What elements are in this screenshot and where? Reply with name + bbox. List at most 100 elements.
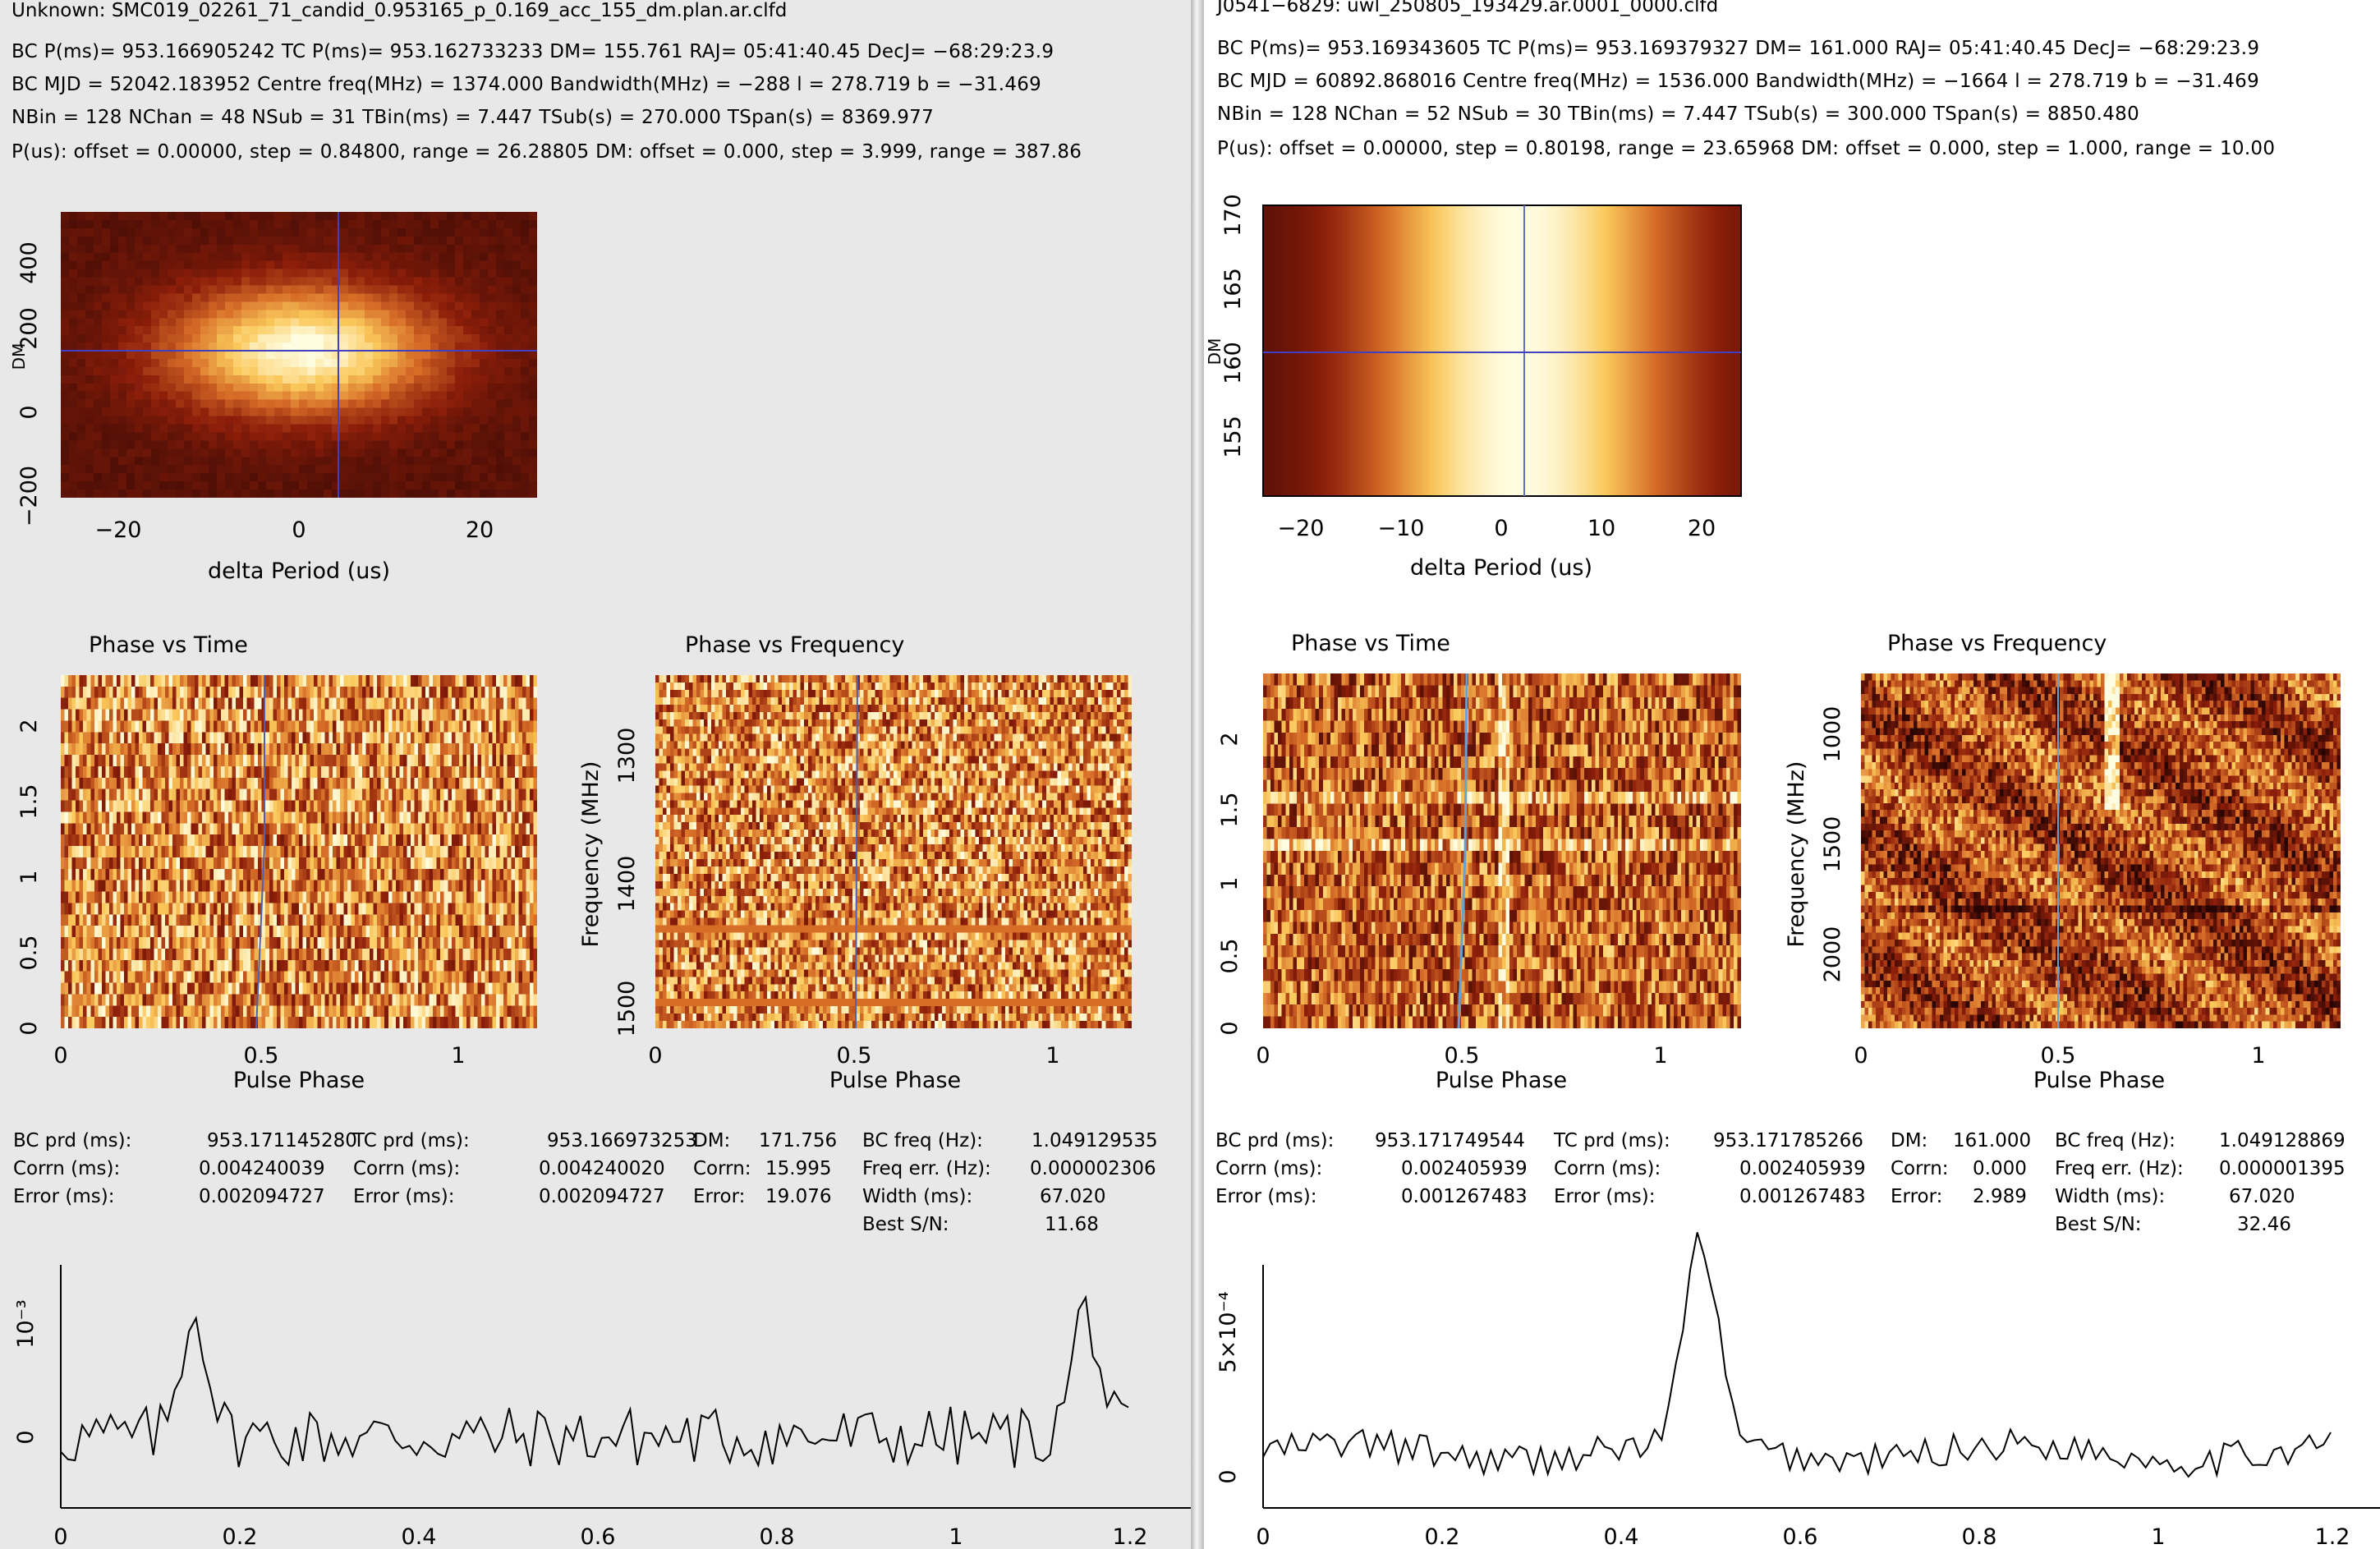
dm-heatmap [61, 212, 537, 498]
ytick: 0 [16, 1021, 42, 1035]
tc-prd-value: 953.171785266 [1713, 1130, 1863, 1151]
xtick: 1.2 [2315, 1524, 2350, 1549]
bc-prd-label: BC prd (ms): [13, 1130, 132, 1151]
xtick: 0.5 [1445, 1043, 1480, 1069]
xtick: 1 [451, 1043, 465, 1069]
width-label: Width (ms): [862, 1186, 973, 1207]
ytick: 5×10⁻⁴ [1215, 1291, 1241, 1372]
bc-freq-value: 1.049128869 [2219, 1130, 2346, 1151]
pulse-profile-plot: 10⁻³ 0 0 0.2 0.4 0.6 0.8 1 1.2 [13, 1265, 1191, 1549]
ytick: 0.5 [16, 935, 42, 971]
ytick: 155 [1220, 416, 1246, 458]
ytick: 1400 [614, 856, 640, 912]
ytick: 200 [16, 307, 42, 350]
error-label: Error (ms): [13, 1186, 115, 1207]
header-line-2: BC MJD = 60892.868016 Centre freq(MHz) =… [1217, 71, 2260, 92]
crosshair-v [1457, 673, 1468, 1029]
header-line-1: BC P(ms)= 953.169343605 TC P(ms)= 953.16… [1217, 38, 2260, 59]
header-line-3: NBin = 128 NChan = 48 NSub = 31 TBin(ms)… [11, 107, 935, 128]
ytick: 1.5 [16, 784, 42, 820]
dm-error-value: 19.076 [765, 1186, 832, 1207]
header-line-3: NBin = 128 NChan = 52 NSub = 30 TBin(ms)… [1217, 103, 2140, 125]
xtick: 0 [53, 1524, 67, 1549]
right-window: J0541−6829: uwl_250805_193429.ar.0001_00… [1204, 0, 2380, 1549]
time-heatmap [61, 675, 537, 1028]
time-heatmap [1263, 673, 1741, 1028]
y-axis-label: DM [9, 343, 29, 370]
sn-label: Best S/N: [2055, 1214, 2142, 1235]
xtick: 0.8 [1962, 1524, 1997, 1549]
pulse-profile-plot: 5×10⁻⁴ 0 0 0.2 0.4 0.6 0.8 1 1.2 [1215, 1232, 2380, 1549]
xtick: 0.8 [760, 1524, 795, 1549]
plot-title: Phase vs Time [89, 632, 248, 658]
freq-err-label: Freq err. (Hz): [2055, 1158, 2184, 1179]
x-axis-label: Pulse Phase [2033, 1068, 2165, 1093]
x-axis-label: Pulse Phase [829, 1068, 961, 1093]
header-line-1: BC P(ms)= 953.166905242 TC P(ms)= 953.16… [11, 41, 1054, 62]
xtick: 0.5 [244, 1043, 279, 1069]
stats-table: BC prd (ms): 953.171749544 TC prd (ms): … [1215, 1130, 2377, 1245]
xtick: 0.2 [1425, 1524, 1460, 1549]
tc-corrn-label: Corrn (ms): [1554, 1158, 1661, 1179]
window-divider[interactable] [1191, 0, 1204, 1549]
phase-time-plot: Phase vs Time 0 0.5 1 Pulse Phase 0 0.5 … [16, 632, 537, 1093]
ytick: 0 [1215, 1469, 1241, 1483]
xtick: 1 [1653, 1043, 1667, 1069]
left-window: Unknown: SMC019_02261_71_candid_0.953165… [0, 0, 1191, 1549]
dm-label: DM: [1891, 1130, 1928, 1151]
phase-freq-plot: Phase vs Frequency 0 0.5 1 Pulse Phase 1… [1784, 631, 2341, 1093]
xtick: 0.4 [1604, 1524, 1639, 1549]
window-title: Unknown: SMC019_02261_71_candid_0.953165… [11, 0, 788, 21]
crosshair-v [855, 674, 858, 1029]
tc-error-label: Error (ms): [353, 1186, 455, 1207]
header-line-4: P(us): offset = 0.00000, step = 0.80198,… [1217, 138, 2276, 159]
left-plots: −20 0 20 delta Period (us) −200 0 200 40… [9, 212, 1191, 1549]
xtick: 0 [648, 1043, 662, 1069]
freq-heatmap [655, 675, 1132, 1028]
ytick: 1.5 [1217, 793, 1243, 828]
sn-label: Best S/N: [862, 1214, 949, 1235]
xtick: 0.5 [2041, 1043, 2076, 1069]
profile-line [60, 1294, 1129, 1469]
bc-freq-value: 1.049129535 [1031, 1130, 1158, 1151]
y-axis-label: Frequency (MHz) [1784, 761, 1809, 948]
plot-title: Phase vs Frequency [685, 632, 904, 658]
corrn-label: Corrn (ms): [13, 1158, 121, 1179]
ytick: 165 [1220, 268, 1246, 310]
bc-prd-value: 953.171749544 [1375, 1130, 1525, 1151]
tc-prd-value: 953.166973253 [547, 1130, 697, 1151]
ytick: 0 [16, 405, 42, 419]
ytick: 2000 [1820, 926, 1845, 983]
bc-freq-label: BC freq (Hz): [2055, 1130, 2176, 1151]
phase-time-plot: Phase vs Time 0 0.5 1 Pulse Phase 0 0.5 … [1217, 631, 1741, 1093]
dm-corrn-label: Corrn: [1891, 1158, 1949, 1179]
ytick: 0 [1217, 1021, 1243, 1035]
ytick: 1 [16, 870, 42, 884]
ytick: 0.5 [1217, 939, 1243, 974]
bc-prd-label: BC prd (ms): [1215, 1130, 1335, 1151]
window-title: J0541−6829: uwl_250805_193429.ar.0001_00… [1217, 0, 1719, 16]
freq-err-value: 0.000001395 [2219, 1158, 2346, 1179]
header-line-4: P(us): offset = 0.00000, step = 0.84800,… [11, 141, 1082, 163]
ytick: −200 [16, 466, 42, 526]
x-axis-label: delta Period (us) [1410, 555, 1592, 581]
xtick: 1 [949, 1524, 963, 1549]
corrn-value: 0.002405939 [1401, 1158, 1528, 1179]
xtick: 0.2 [223, 1524, 258, 1549]
xtick: 0.4 [402, 1524, 437, 1549]
xtick: 0 [53, 1043, 67, 1069]
dm-label: DM: [693, 1130, 731, 1151]
xtick: 1 [1045, 1043, 1059, 1069]
ytick: 1300 [614, 728, 640, 784]
width-value: 67.020 [1040, 1186, 1106, 1207]
tc-error-value: 0.001267483 [1739, 1186, 1866, 1207]
xtick: 20 [1688, 516, 1716, 541]
ytick: 2 [1217, 732, 1243, 746]
error-value: 0.001267483 [1401, 1186, 1528, 1207]
x-axis-label: Pulse Phase [233, 1068, 365, 1093]
tc-corrn-value: 0.002405939 [1739, 1158, 1866, 1179]
ytick: 170 [1220, 194, 1246, 237]
stats-table: BC prd (ms): 953.171145280 TC prd (ms): … [13, 1130, 1188, 1245]
xtick: 0 [1256, 1524, 1270, 1549]
dm-period-plot: −20 −10 0 10 20 delta Period (us) 155 16… [1205, 194, 1742, 581]
